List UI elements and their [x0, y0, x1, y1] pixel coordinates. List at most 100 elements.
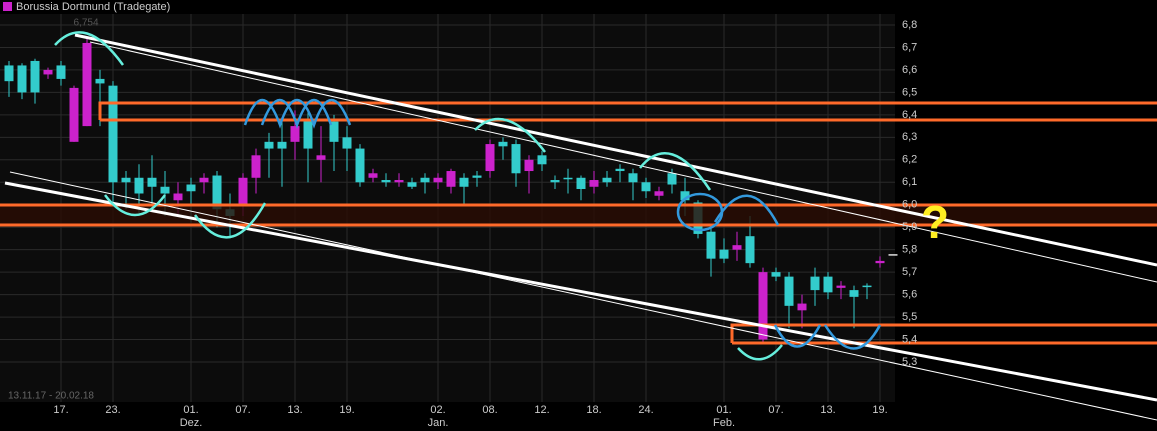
x-tick-label: 01.: [183, 404, 198, 416]
wave: [243, 98, 352, 129]
y-tick-label: 6,2: [902, 154, 917, 166]
candle-body: [277, 141, 287, 149]
candle-body: [238, 177, 248, 205]
candle-body: [758, 272, 768, 340]
x-tick-label: 17.: [53, 404, 68, 416]
candle-body: [615, 168, 625, 172]
wave: [713, 194, 780, 226]
x-tick-label: 13.: [287, 404, 302, 416]
zone-fill: [0, 205, 1157, 225]
candle-body: [732, 245, 742, 250]
legend-swatch: [3, 2, 12, 11]
y-tick-label: 6,5: [902, 86, 917, 98]
candle-body: [498, 141, 508, 147]
candle-body: [511, 144, 521, 174]
x-tick-label: 13.: [820, 404, 835, 416]
candle-body: [719, 249, 729, 259]
candle-body: [485, 144, 495, 172]
y-tick-label: 5,8: [902, 244, 917, 256]
candle-body: [875, 260, 885, 264]
candle-body: [4, 65, 14, 82]
candle-body: [550, 180, 560, 183]
channel-upper-thin: [89, 41, 1157, 283]
candle-body: [563, 177, 573, 180]
candle-body: [745, 236, 755, 264]
x-tick-label: 02.: [430, 404, 445, 416]
y-tick-label: 6,4: [902, 109, 917, 121]
wave: [823, 324, 882, 350]
candle-body: [17, 65, 27, 93]
wave: [54, 31, 125, 66]
wave: [104, 194, 166, 217]
candle-body: [329, 121, 339, 142]
y-tick-label: 6,3: [902, 131, 917, 143]
y-tick-label: 5,4: [902, 333, 917, 345]
candle-body: [810, 276, 820, 291]
candle-body: [212, 175, 222, 210]
candle-body: [797, 303, 807, 311]
candle-body: [69, 87, 79, 142]
candle-body: [771, 272, 781, 277]
x-tick-label: 08.: [482, 404, 497, 416]
candle-body: [602, 177, 612, 183]
wave: [773, 324, 822, 348]
candle-body: [95, 78, 105, 84]
y-tick-label: 5,9: [902, 221, 917, 233]
candle-body: [472, 175, 482, 178]
y-tick-label: 6,8: [902, 19, 917, 31]
y-tick-label: 6,0: [902, 199, 917, 211]
candle-body: [706, 231, 716, 259]
candle-body: [173, 193, 183, 201]
channel-upper: [74, 33, 1157, 267]
candle-body: [108, 85, 118, 183]
candle-body: [680, 191, 690, 201]
candle-body: [394, 180, 404, 183]
y-tick-label: 5,6: [902, 289, 917, 301]
candle-body: [290, 126, 300, 142]
wave: [193, 202, 267, 239]
candle-body: [446, 171, 456, 187]
y-tick-label: 5,7: [902, 266, 917, 278]
channel-lower-thin: [9, 171, 1157, 421]
candle-body: [641, 182, 651, 192]
candle-body: [888, 254, 898, 256]
candle-body: [667, 173, 677, 185]
x-tick-label: 12.: [534, 404, 549, 416]
y-tick-label: 6,1: [902, 176, 917, 188]
candle-body: [407, 182, 417, 187]
legend-label: Borussia Dortmund (Tradegate): [16, 1, 170, 13]
candle-body: [433, 177, 443, 183]
candle-body: [420, 177, 430, 183]
candle-body: [862, 285, 872, 288]
question-mark: ?: [921, 196, 949, 248]
candle-body: [589, 180, 599, 187]
candle-body: [836, 285, 846, 288]
x-tick-label: 18.: [586, 404, 601, 416]
x-tick-label: 23.: [105, 404, 120, 416]
x-tick-label: 19.: [872, 404, 887, 416]
candle-body: [147, 177, 157, 187]
max-label: 6,754: [73, 18, 98, 29]
wave: [737, 344, 783, 361]
x-tick-label: 01.: [716, 404, 731, 416]
candle-body: [628, 173, 638, 183]
annotations: ? 6,754: [0, 18, 1157, 421]
x-month-label: Feb.: [713, 417, 735, 429]
candle-body: [199, 177, 209, 183]
candle-body: [537, 155, 547, 165]
resistance-zone: [98, 101, 1157, 122]
x-month-label: Jan.: [428, 417, 449, 429]
candle-body: [784, 276, 794, 306]
candle-body: [316, 155, 326, 160]
y-tick-label: 6,7: [902, 41, 917, 53]
y-tick-label: 5,5: [902, 311, 917, 323]
x-tick-label: 24.: [638, 404, 653, 416]
candle-body: [459, 177, 469, 187]
candle-body: [342, 137, 352, 149]
x-tick-label: 19.: [339, 404, 354, 416]
candle-body: [849, 290, 859, 297]
x-month-label: Dez.: [180, 417, 203, 429]
candle-body: [576, 177, 586, 190]
candle-body: [524, 159, 534, 172]
